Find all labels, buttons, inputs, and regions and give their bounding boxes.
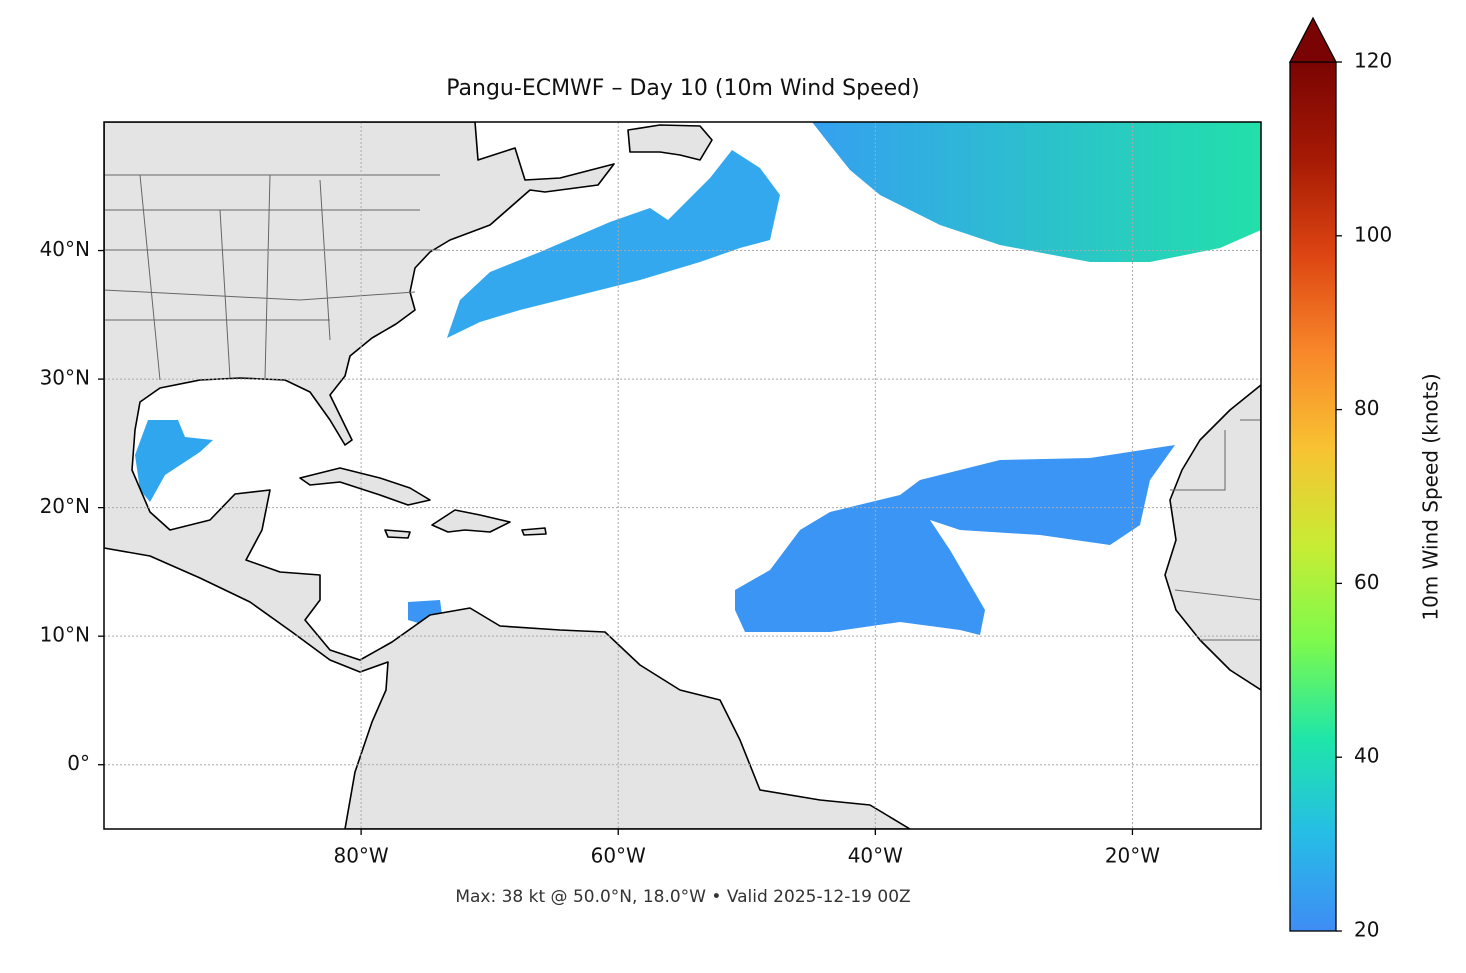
island [431, 509, 511, 533]
grid [104, 122, 1261, 829]
colorbar-tick-label: 80 [1354, 396, 1379, 420]
wind-area [812, 122, 1261, 262]
colorbar: 20 40 60 80 100 120 [1288, 16, 1392, 942]
borders [104, 174, 1261, 641]
continent [104, 122, 911, 829]
colorbar-label: 10m Wind Speed (knots) [1419, 373, 1443, 620]
map-frame [103, 121, 1262, 830]
colorbar-tick-label: 60 [1354, 570, 1379, 594]
island [384, 529, 411, 539]
chart-title: Pangu-ECMWF – Day 10 (10m Wind Speed) [446, 76, 919, 101]
y-tick-label: 20°N [40, 494, 90, 518]
y-tick-label: 10°N [40, 623, 90, 647]
y-tick-label: 0° [67, 751, 90, 775]
colorbar-extend [1288, 16, 1338, 63]
x-tick-label: 40°W [848, 844, 903, 868]
x-tick-label: 80°W [333, 844, 388, 868]
island [627, 124, 713, 161]
continent [1164, 384, 1261, 691]
colorbar-scale [1289, 61, 1337, 932]
island [521, 527, 547, 536]
y-tick-label: 30°N [40, 366, 90, 390]
land [104, 122, 1261, 829]
y-tick-label: 40°N [40, 237, 90, 261]
island [299, 467, 431, 506]
map [104, 122, 1261, 829]
wind-field [135, 122, 1261, 635]
wind-area [135, 420, 213, 502]
axes: 80°W 60°W 40°W 20°W 0° 10°N 20°N 30°N 40°N [40, 237, 1161, 867]
x-tick-label: 20°W [1105, 844, 1160, 868]
wind-area [735, 445, 1175, 635]
colorbar-tick-label: 100 [1354, 222, 1392, 246]
footnote: Max: 38 kt @ 50.0°N, 18.0°W • Valid 2025… [455, 887, 910, 907]
colorbar-tick-label: 20 [1354, 918, 1379, 942]
colorbar-tick-label: 40 [1354, 744, 1379, 768]
wind-area [447, 150, 780, 338]
x-tick-label: 60°W [591, 844, 646, 868]
colorbar-tick-label: 120 [1354, 49, 1392, 73]
